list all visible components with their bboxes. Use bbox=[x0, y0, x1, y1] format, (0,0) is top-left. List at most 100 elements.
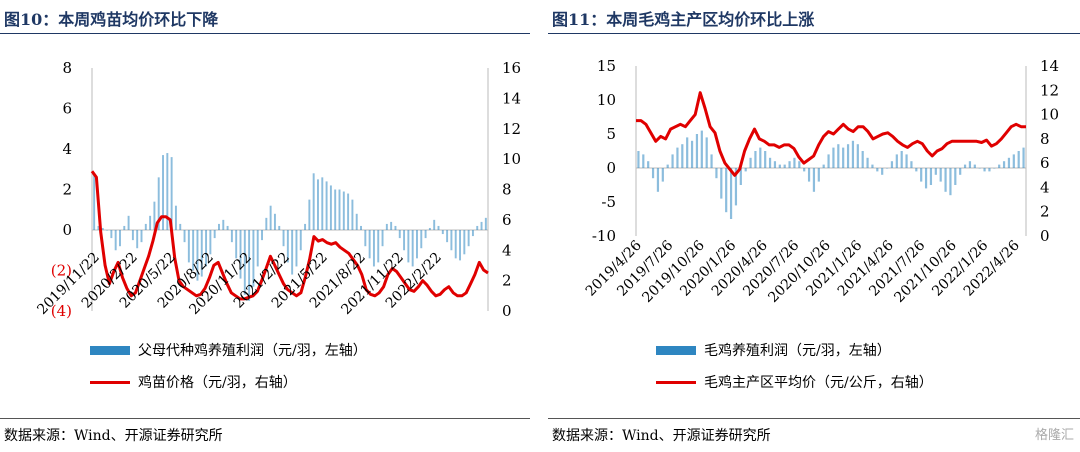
right-right-tick-label: 6 bbox=[1040, 154, 1050, 172]
left-bar bbox=[153, 201, 156, 230]
right-bar bbox=[642, 154, 645, 168]
left-left-tick-label: 8 bbox=[62, 59, 72, 77]
right-bar bbox=[929, 168, 933, 185]
right-chart-panel: 图11：本周毛鸡主产区均价环比上涨 15 10 5 0 -5 -10 14 12 10 8 6 4 2 0… bbox=[548, 0, 1080, 452]
left-title-rule bbox=[0, 33, 530, 34]
right-bar bbox=[749, 157, 752, 168]
right-bar bbox=[778, 164, 781, 168]
left-bar bbox=[230, 230, 233, 243]
right-bar bbox=[700, 130, 703, 168]
left-right-tick-label: 14 bbox=[502, 89, 521, 107]
right-bar bbox=[637, 151, 640, 168]
left-bar bbox=[248, 230, 251, 301]
right-source-rule bbox=[548, 418, 1080, 419]
left-bar bbox=[140, 230, 143, 243]
left-bar bbox=[403, 230, 406, 251]
left-bar bbox=[377, 230, 380, 263]
left-bar bbox=[463, 230, 466, 255]
left-bar bbox=[239, 230, 242, 279]
left-bar bbox=[278, 225, 281, 230]
left-bar bbox=[329, 185, 332, 230]
right-bar bbox=[725, 168, 728, 213]
left-bar bbox=[338, 189, 341, 230]
right-bar bbox=[851, 140, 855, 168]
left-bar bbox=[372, 230, 375, 267]
right-bar bbox=[661, 168, 664, 182]
left-bar bbox=[166, 153, 169, 230]
left-bar bbox=[127, 215, 130, 230]
right-bar bbox=[817, 168, 820, 182]
right-bar bbox=[944, 168, 947, 192]
right-bar bbox=[695, 134, 699, 168]
left-bar bbox=[93, 173, 96, 230]
right-right-tick-label: 8 bbox=[1040, 130, 1050, 148]
right-bar bbox=[798, 161, 801, 168]
left-bar bbox=[119, 230, 121, 247]
left-bar bbox=[411, 230, 414, 267]
left-right-tick-label: 12 bbox=[502, 120, 521, 138]
left-bar bbox=[321, 177, 324, 230]
left-bar bbox=[192, 230, 195, 271]
right-legend-line-swatch bbox=[656, 380, 696, 384]
left-bar bbox=[291, 230, 294, 275]
right-left-tick-label: 10 bbox=[597, 91, 616, 109]
right-right-tick-label: 0 bbox=[1040, 227, 1050, 245]
right-source-note: 数据来源：Wind、开源证券研究所 bbox=[552, 428, 771, 444]
left-bar bbox=[136, 230, 139, 249]
left-left-tick-label: (4) bbox=[51, 302, 72, 320]
right-bar bbox=[1017, 151, 1020, 168]
left-bar bbox=[162, 155, 164, 230]
left-bar bbox=[213, 230, 216, 239]
right-bar bbox=[978, 168, 981, 169]
left-legend-bar-swatch bbox=[90, 345, 130, 355]
right-bar bbox=[720, 168, 723, 199]
right-right-tick-label: 10 bbox=[1040, 106, 1059, 124]
left-bar bbox=[467, 230, 470, 247]
right-bar bbox=[827, 154, 830, 168]
right-bar bbox=[681, 144, 684, 168]
right-chart-title: 图11：本周毛鸡主产区均价环比上涨 bbox=[552, 10, 815, 29]
left-left-tick-label: 0 bbox=[62, 221, 72, 239]
left-bar bbox=[360, 225, 362, 230]
left-bar bbox=[351, 199, 354, 230]
left-bar bbox=[123, 225, 126, 230]
left-bar bbox=[187, 230, 190, 263]
left-left-tick-label: (2) bbox=[51, 262, 72, 280]
right-bar bbox=[910, 161, 913, 168]
left-bar bbox=[480, 221, 483, 230]
left-bar bbox=[149, 215, 152, 230]
left-bar bbox=[308, 199, 311, 230]
right-bar bbox=[954, 168, 957, 185]
left-bar bbox=[334, 189, 337, 230]
left-bar bbox=[471, 230, 474, 237]
right-bar bbox=[1012, 154, 1015, 168]
right-bar bbox=[900, 151, 903, 168]
left-right-tick-label: 16 bbox=[502, 59, 521, 77]
right-bar bbox=[866, 157, 869, 168]
right-left-tick-label: 5 bbox=[606, 125, 616, 143]
left-bar bbox=[205, 230, 208, 267]
left-legend-line-swatch bbox=[90, 380, 130, 384]
left-bar bbox=[265, 217, 268, 230]
left-chart-panel: 图10：本周鸡苗均价环比下降 8 6 4 2 0 (2) (4) 16 14 12 10 8 6 4 2 0 2… bbox=[0, 0, 530, 452]
right-bar bbox=[842, 147, 845, 168]
left-bar bbox=[433, 219, 436, 230]
left-bar bbox=[454, 230, 457, 259]
right-bar bbox=[983, 168, 986, 172]
right-bar bbox=[915, 168, 918, 172]
right-bar bbox=[993, 168, 996, 169]
right-bar bbox=[881, 168, 884, 175]
right-bar bbox=[734, 168, 738, 206]
left-bar bbox=[398, 230, 401, 239]
left-bar bbox=[437, 225, 440, 230]
left-bar bbox=[347, 193, 350, 230]
right-bar bbox=[783, 164, 786, 168]
right-bar bbox=[690, 140, 694, 168]
left-bar bbox=[282, 230, 285, 247]
left-bar bbox=[243, 230, 246, 295]
left-bar bbox=[110, 230, 113, 239]
right-bar bbox=[788, 161, 791, 168]
left-bar bbox=[446, 230, 449, 243]
right-bar bbox=[666, 164, 669, 168]
left-bar bbox=[428, 227, 431, 230]
